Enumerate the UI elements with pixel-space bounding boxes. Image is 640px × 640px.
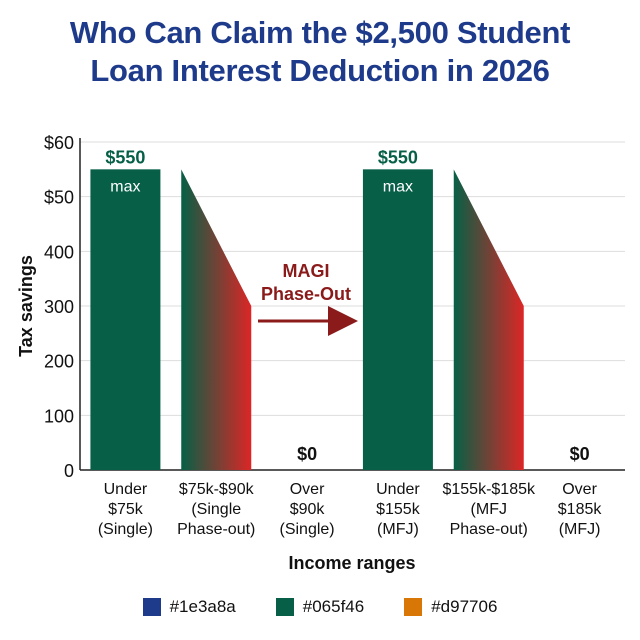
y-tick-label: 300 bbox=[44, 297, 74, 317]
legend-item: #d97706 bbox=[404, 597, 497, 617]
x-tick-label: (Single) bbox=[98, 521, 153, 538]
x-tick-label: Phase-out) bbox=[177, 521, 255, 538]
legend-swatch bbox=[142, 598, 161, 616]
x-tick-label: (Single bbox=[191, 501, 241, 518]
bar-value-label: $0 bbox=[297, 444, 317, 464]
y-tick-label: $60 bbox=[44, 133, 74, 153]
x-tick-label: Over bbox=[290, 481, 325, 498]
x-tick-label: (MFJ) bbox=[559, 521, 601, 538]
y-tick-label: 200 bbox=[44, 352, 74, 372]
legend-label: #065f46 bbox=[302, 597, 365, 616]
annotation-text: Phase-Out bbox=[261, 284, 351, 304]
bar-inner-label: max bbox=[383, 178, 413, 195]
y-tick-label: 400 bbox=[44, 242, 74, 262]
x-tick-label: $155k-$185k bbox=[442, 481, 536, 498]
chart-area: 0 100 200 300 400 $50 $60 $550 max Under $75k (Sing… bbox=[16, 133, 625, 573]
x-tick-label: (MFJ) bbox=[377, 521, 419, 538]
legend-item: #1e3a8a bbox=[142, 597, 236, 617]
x-tick-label: $185k bbox=[558, 501, 603, 518]
x-axis-label: Income ranges bbox=[288, 553, 415, 573]
annotation-text: MAGI bbox=[283, 261, 330, 281]
x-tick-label: (Single) bbox=[280, 521, 335, 538]
legend-item: #065f46 bbox=[275, 597, 365, 617]
y-axis-label: Tax savings bbox=[16, 255, 36, 357]
legend-swatch bbox=[404, 598, 423, 616]
legend-label: #1e3a8a bbox=[169, 597, 236, 616]
bar-value-label: $550 bbox=[105, 147, 145, 167]
phaseout-bar bbox=[181, 169, 252, 471]
bar bbox=[90, 169, 161, 471]
x-tick-label: Phase-out) bbox=[450, 521, 528, 538]
chart-title-line-2: Loan Interest Deduction in 2026 bbox=[90, 53, 550, 88]
x-tick-label: Over bbox=[562, 481, 597, 498]
legend-swatch bbox=[275, 598, 294, 616]
x-tick-label: $155k bbox=[376, 501, 421, 518]
bar-value-label: $550 bbox=[378, 147, 418, 167]
phaseout-bar bbox=[453, 169, 524, 471]
chart-title-line-1: Who Can Claim the $2,500 Student bbox=[69, 15, 571, 50]
legend: #1e3a8a #065f46 #d97706 bbox=[0, 597, 640, 617]
x-tick-label: Under bbox=[104, 481, 148, 498]
x-tick-label: $75k-$90k bbox=[179, 481, 255, 498]
bar-inner-label: max bbox=[110, 178, 140, 195]
x-tick-label: $75k bbox=[108, 501, 144, 518]
y-tick-label: 100 bbox=[44, 406, 74, 426]
x-tick-label: (MFJ bbox=[471, 501, 507, 518]
chart-title: Who Can Claim the $2,500 Student Loan In… bbox=[0, 14, 640, 90]
bar bbox=[362, 169, 433, 471]
y-tick-label: 0 bbox=[64, 461, 74, 481]
legend-label: #d97706 bbox=[431, 597, 498, 616]
x-tick-label: Under bbox=[376, 481, 420, 498]
x-tick-label: $90k bbox=[290, 501, 326, 518]
bar-value-label: $0 bbox=[570, 444, 590, 464]
y-tick-label: $50 bbox=[44, 188, 74, 208]
